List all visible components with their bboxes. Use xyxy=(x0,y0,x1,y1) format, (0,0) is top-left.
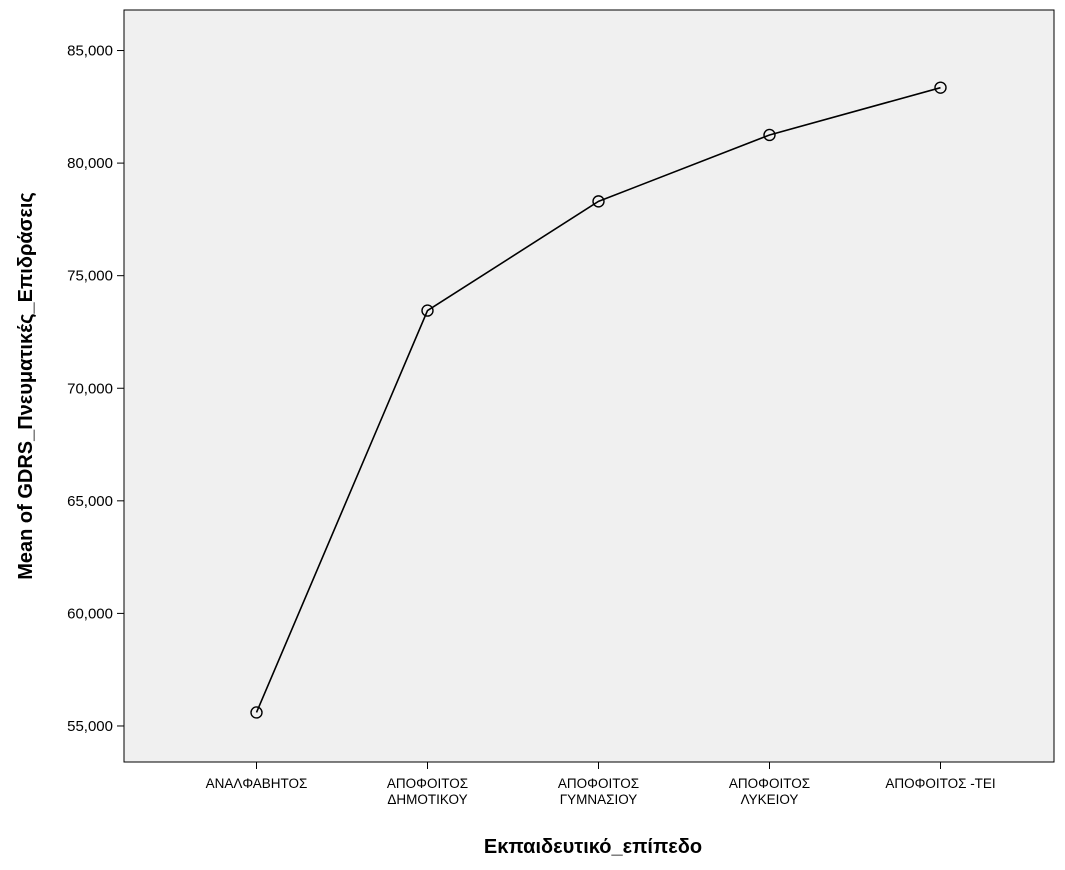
data-point xyxy=(592,195,605,208)
data-point xyxy=(934,81,947,94)
y-tick-label: 85,000 xyxy=(67,43,113,60)
y-axis-title: Mean of GDRS_Πνευματικές_Επιδράσεις xyxy=(15,192,37,580)
y-tick-label: 55,000 xyxy=(67,718,113,735)
y-tick-label: 70,000 xyxy=(67,380,113,397)
series-line xyxy=(255,86,941,713)
data-point xyxy=(250,706,263,719)
x-axis-title: Εκπαιδευτικό_επίπεδο xyxy=(484,836,702,858)
y-tick-label: 75,000 xyxy=(67,268,113,285)
data-series xyxy=(250,81,947,719)
x-tick-label: ΑΠΟΦΟΙΤΟΣ ΓΥΜΝΑΣΙΟΥ xyxy=(558,776,639,807)
y-tick-label: 65,000 xyxy=(67,493,113,510)
x-tick-label: ΑΠΟΦΟΙΤΟΣ -ΤΕΙ xyxy=(885,776,995,791)
x-tick-label: ΑΠΟΦΟΙΤΟΣ ΔΗΜΟΤΙΚΟΥ xyxy=(387,776,468,807)
x-tick-label: ΑΝΑΛΦΑΒΗΤΟΣ xyxy=(206,776,308,791)
y-tick-label: 60,000 xyxy=(67,605,113,622)
data-point xyxy=(421,304,434,317)
x-axis: ΑΝΑΛΦΑΒΗΤΟΣ ΑΠΟΦΟΙΤΟΣ ΔΗΜΟΤΙΚΟΥ ΑΠΟΦΟΙΤΟΣ ΓΥ… xyxy=(206,762,996,807)
y-axis: 55,000 60,000 65,000 70,000 75,000 80,000 85,0… xyxy=(67,43,124,735)
x-tick-label: ΑΠΟΦΟΙΤΟΣ ΛΥΚΕΙΟΥ xyxy=(729,776,810,807)
data-point xyxy=(763,128,776,142)
y-tick-label: 80,000 xyxy=(67,155,113,172)
plot-area xyxy=(123,9,1055,763)
